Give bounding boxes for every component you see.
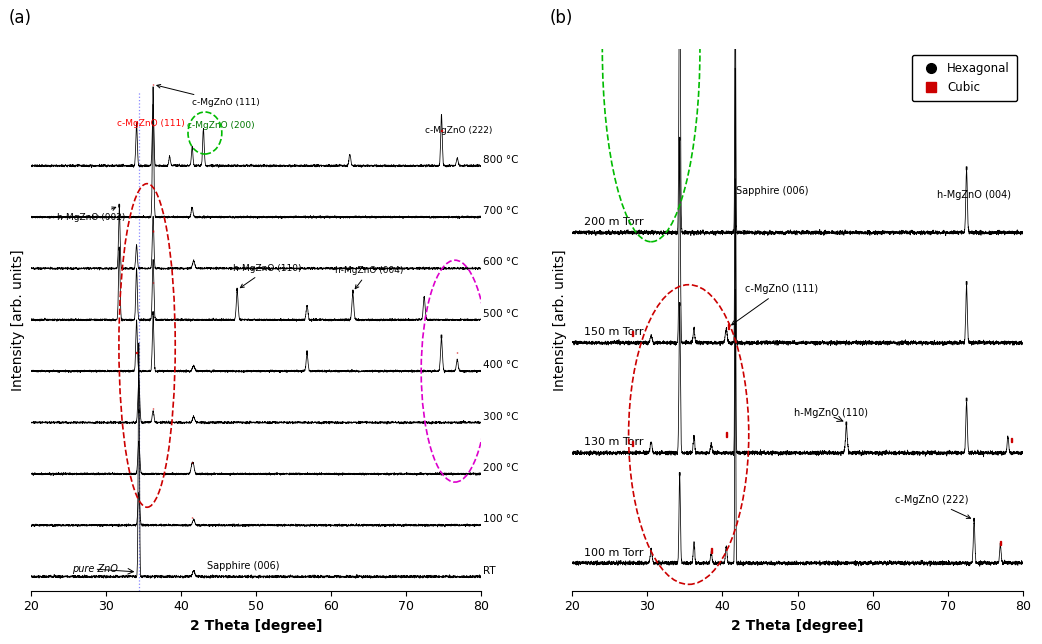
Y-axis label: Intensity [arb. units]: Intensity [arb. units] (552, 249, 567, 391)
Text: c-MgZnO (111): c-MgZnO (111) (157, 84, 259, 107)
Text: h-MgZnO (004): h-MgZnO (004) (334, 266, 403, 289)
Text: h-MgZnO (110): h-MgZnO (110) (233, 264, 302, 288)
Text: 800 °C: 800 °C (482, 155, 518, 165)
X-axis label: 2 Theta [degree]: 2 Theta [degree] (190, 619, 322, 633)
Text: 150 m Torr: 150 m Torr (584, 327, 643, 337)
Text: Sapphire (006): Sapphire (006) (736, 186, 809, 196)
Text: h-MgZnO (002): h-MgZnO (002) (57, 207, 125, 222)
Text: c-MgZnO (200): c-MgZnO (200) (187, 121, 254, 130)
Text: 100 m Torr: 100 m Torr (584, 547, 643, 558)
Text: 600 °C: 600 °C (482, 258, 518, 267)
Text: h-MgZnO (110): h-MgZnO (110) (794, 408, 868, 418)
Text: RT: RT (482, 565, 495, 576)
Text: 500 °C: 500 °C (482, 309, 518, 319)
Text: 200 °C: 200 °C (482, 463, 518, 473)
Text: c-MgZnO (222): c-MgZnO (222) (425, 126, 492, 135)
Text: Sapphire (006): Sapphire (006) (207, 561, 279, 571)
Text: 200 m Torr: 200 m Torr (584, 217, 643, 227)
Text: pure ZnO: pure ZnO (72, 564, 118, 574)
Text: c-MgZnO (222): c-MgZnO (222) (895, 495, 970, 518)
Text: c-MgZnO (111): c-MgZnO (111) (731, 284, 818, 325)
Text: 700 °C: 700 °C (482, 206, 518, 216)
Text: (b): (b) (550, 9, 573, 27)
Text: (a): (a) (8, 9, 31, 27)
Legend: Hexagonal, Cubic: Hexagonal, Cubic (912, 55, 1017, 101)
Text: 100 °C: 100 °C (482, 515, 518, 524)
X-axis label: 2 Theta [degree]: 2 Theta [degree] (731, 619, 864, 633)
Text: 300 °C: 300 °C (482, 412, 518, 422)
Text: 130 m Torr: 130 m Torr (584, 437, 643, 448)
Text: 400 °C: 400 °C (482, 360, 518, 370)
Y-axis label: Intensity [arb. units]: Intensity [arb. units] (11, 249, 25, 391)
Text: h-MgZnO (004): h-MgZnO (004) (937, 191, 1011, 200)
Text: c-MgZnO (111): c-MgZnO (111) (117, 119, 184, 128)
